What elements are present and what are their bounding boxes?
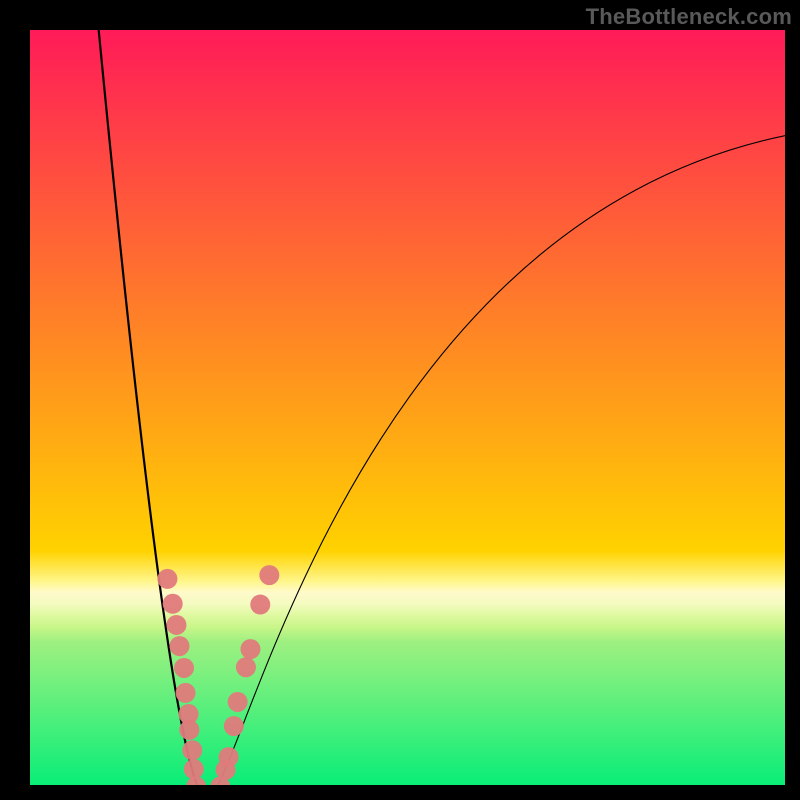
data-marker — [259, 565, 279, 585]
data-marker — [250, 595, 270, 615]
plot-area — [30, 30, 785, 785]
data-marker — [236, 657, 256, 677]
watermark-source: TheBottleneck.com — [586, 4, 792, 30]
chart-svg — [30, 30, 785, 785]
data-marker — [179, 720, 199, 740]
data-marker — [163, 594, 183, 614]
data-marker — [224, 716, 244, 736]
data-marker — [176, 683, 196, 703]
data-marker — [169, 636, 189, 656]
gradient-background — [30, 30, 785, 785]
data-marker — [228, 692, 248, 712]
data-marker — [219, 747, 239, 767]
data-marker — [184, 759, 204, 779]
data-marker — [240, 639, 260, 659]
data-marker — [182, 740, 202, 760]
data-marker — [174, 658, 194, 678]
figure-root: TheBottleneck.com — [0, 0, 800, 800]
data-marker — [166, 615, 186, 635]
data-marker — [157, 569, 177, 589]
